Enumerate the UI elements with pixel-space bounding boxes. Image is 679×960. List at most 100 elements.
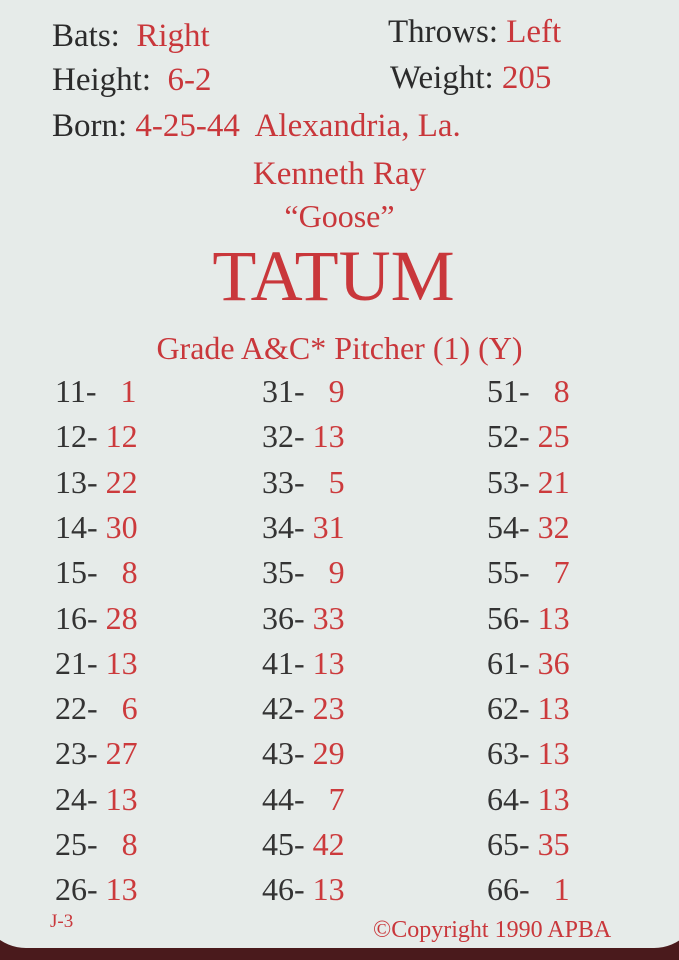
result-cell: 46- 13 <box>262 873 345 905</box>
result-number: 12 <box>105 418 138 455</box>
card-code: J-3 <box>50 911 74 932</box>
result-cell: 54- 32 <box>487 511 570 543</box>
result-number: 21 <box>537 463 570 500</box>
height-row: Height: 6-2 <box>52 64 211 97</box>
result-cell: 61- 36 <box>487 647 570 679</box>
result-number: 27 <box>105 735 138 772</box>
dice-roll: 53- <box>487 463 530 500</box>
dice-roll: 65- <box>487 826 530 862</box>
dice-roll: 22- <box>55 690 98 727</box>
result-cell: 34- 31 <box>262 511 345 543</box>
dice-roll: 32- <box>262 418 305 455</box>
dice-roll: 31- <box>262 373 305 409</box>
result-number: 28 <box>105 599 138 636</box>
dice-roll: 11- <box>55 373 97 409</box>
bats-value: Right <box>136 18 210 54</box>
dice-roll: 51- <box>487 373 530 409</box>
dice-roll: 45- <box>262 826 305 862</box>
born-place: Alexandria, La. <box>254 108 461 144</box>
bats-label: Bats: <box>52 18 120 54</box>
result-cell: 16- 28 <box>55 602 138 634</box>
result-cell: 55- 7 <box>487 556 570 588</box>
result-number: 42 <box>312 826 345 862</box>
result-number: 9 <box>328 373 345 409</box>
dice-roll: 25- <box>55 826 98 862</box>
result-number: 13 <box>312 418 345 455</box>
result-number: 32 <box>537 508 570 545</box>
dice-roll: 62- <box>487 690 530 727</box>
result-cell: 15- 8 <box>55 556 138 588</box>
bats-row: Bats: Right <box>52 20 210 53</box>
dice-roll: 66- <box>487 871 530 908</box>
result-cell: 52- 25 <box>487 420 570 452</box>
dice-roll: 14- <box>55 508 98 545</box>
dice-roll: 55- <box>487 554 530 591</box>
throws-value: Left <box>506 14 562 50</box>
result-number: 33 <box>312 599 345 636</box>
result-cell: 41- 13 <box>262 647 345 679</box>
born-label: Born: <box>52 108 128 144</box>
result-cell: 24- 13 <box>55 783 138 815</box>
result-number: 1 <box>120 373 137 409</box>
result-cell: 63- 13 <box>487 737 570 769</box>
result-cell: 21- 13 <box>55 647 138 679</box>
result-number: 13 <box>105 780 138 817</box>
result-cell: 35- 9 <box>262 556 345 588</box>
result-number: 8 <box>121 554 138 591</box>
dice-roll: 63- <box>487 735 530 772</box>
result-cell: 14- 30 <box>55 511 138 543</box>
dice-roll: 41- <box>262 644 305 681</box>
result-number: 13 <box>105 871 138 908</box>
result-number: 36 <box>537 644 570 681</box>
height-label: Height: <box>52 62 151 98</box>
result-number: 25 <box>537 418 570 455</box>
result-cell: 13- 22 <box>55 466 138 498</box>
result-cell: 36- 33 <box>262 602 345 634</box>
born-row: Born: 4-25-44 Alexandria, La. <box>52 110 461 143</box>
result-number: 13 <box>312 871 345 908</box>
dice-roll: 42- <box>262 690 305 727</box>
result-cell: 66- 1 <box>487 873 570 905</box>
result-cell: 11- 1 <box>55 375 136 407</box>
dice-roll: 21- <box>55 644 98 681</box>
copyright: ©Copyright 1990 APBA <box>373 917 612 943</box>
dice-roll: 46- <box>262 871 305 908</box>
result-cell: 43- 29 <box>262 737 345 769</box>
result-number: 22 <box>105 463 138 500</box>
result-cell: 25- 8 <box>55 828 138 860</box>
dice-roll: 56- <box>487 599 530 636</box>
result-number: 1 <box>553 871 570 908</box>
dice-roll: 34- <box>262 508 305 545</box>
result-number: 29 <box>312 735 345 772</box>
throws-row: Throws: Left <box>388 16 561 49</box>
nickname: “Goose” <box>284 198 395 234</box>
dice-roll: 35- <box>262 554 305 591</box>
weight-value: 205 <box>501 60 552 96</box>
born-date: 4-25-44 <box>135 108 240 144</box>
dice-roll: 23- <box>55 735 98 772</box>
result-cell: 32- 13 <box>262 420 345 452</box>
last-name: TATUM <box>212 236 455 316</box>
result-number: 13 <box>537 599 570 636</box>
result-number: 35 <box>537 826 570 862</box>
result-number: 13 <box>537 735 570 772</box>
result-cell: 65- 35 <box>487 828 570 860</box>
result-number: 23 <box>312 690 345 727</box>
result-number: 13 <box>105 644 138 681</box>
dice-roll: 15- <box>55 554 98 591</box>
result-number: 13 <box>312 644 345 681</box>
dice-roll: 64- <box>487 780 530 817</box>
result-cell: 51- 8 <box>487 375 570 407</box>
first-names: Kenneth Ray <box>252 156 427 192</box>
result-number: 7 <box>553 554 570 591</box>
result-cell: 33- 5 <box>262 466 345 498</box>
result-cell: 53- 21 <box>487 466 570 498</box>
result-number: 7 <box>328 780 345 817</box>
result-cell: 62- 13 <box>487 692 570 724</box>
dice-roll: 36- <box>262 599 305 636</box>
dice-roll: 52- <box>487 418 530 455</box>
result-number: 5 <box>328 463 345 500</box>
dice-roll: 24- <box>55 780 98 817</box>
result-cell: 44- 7 <box>262 783 345 815</box>
